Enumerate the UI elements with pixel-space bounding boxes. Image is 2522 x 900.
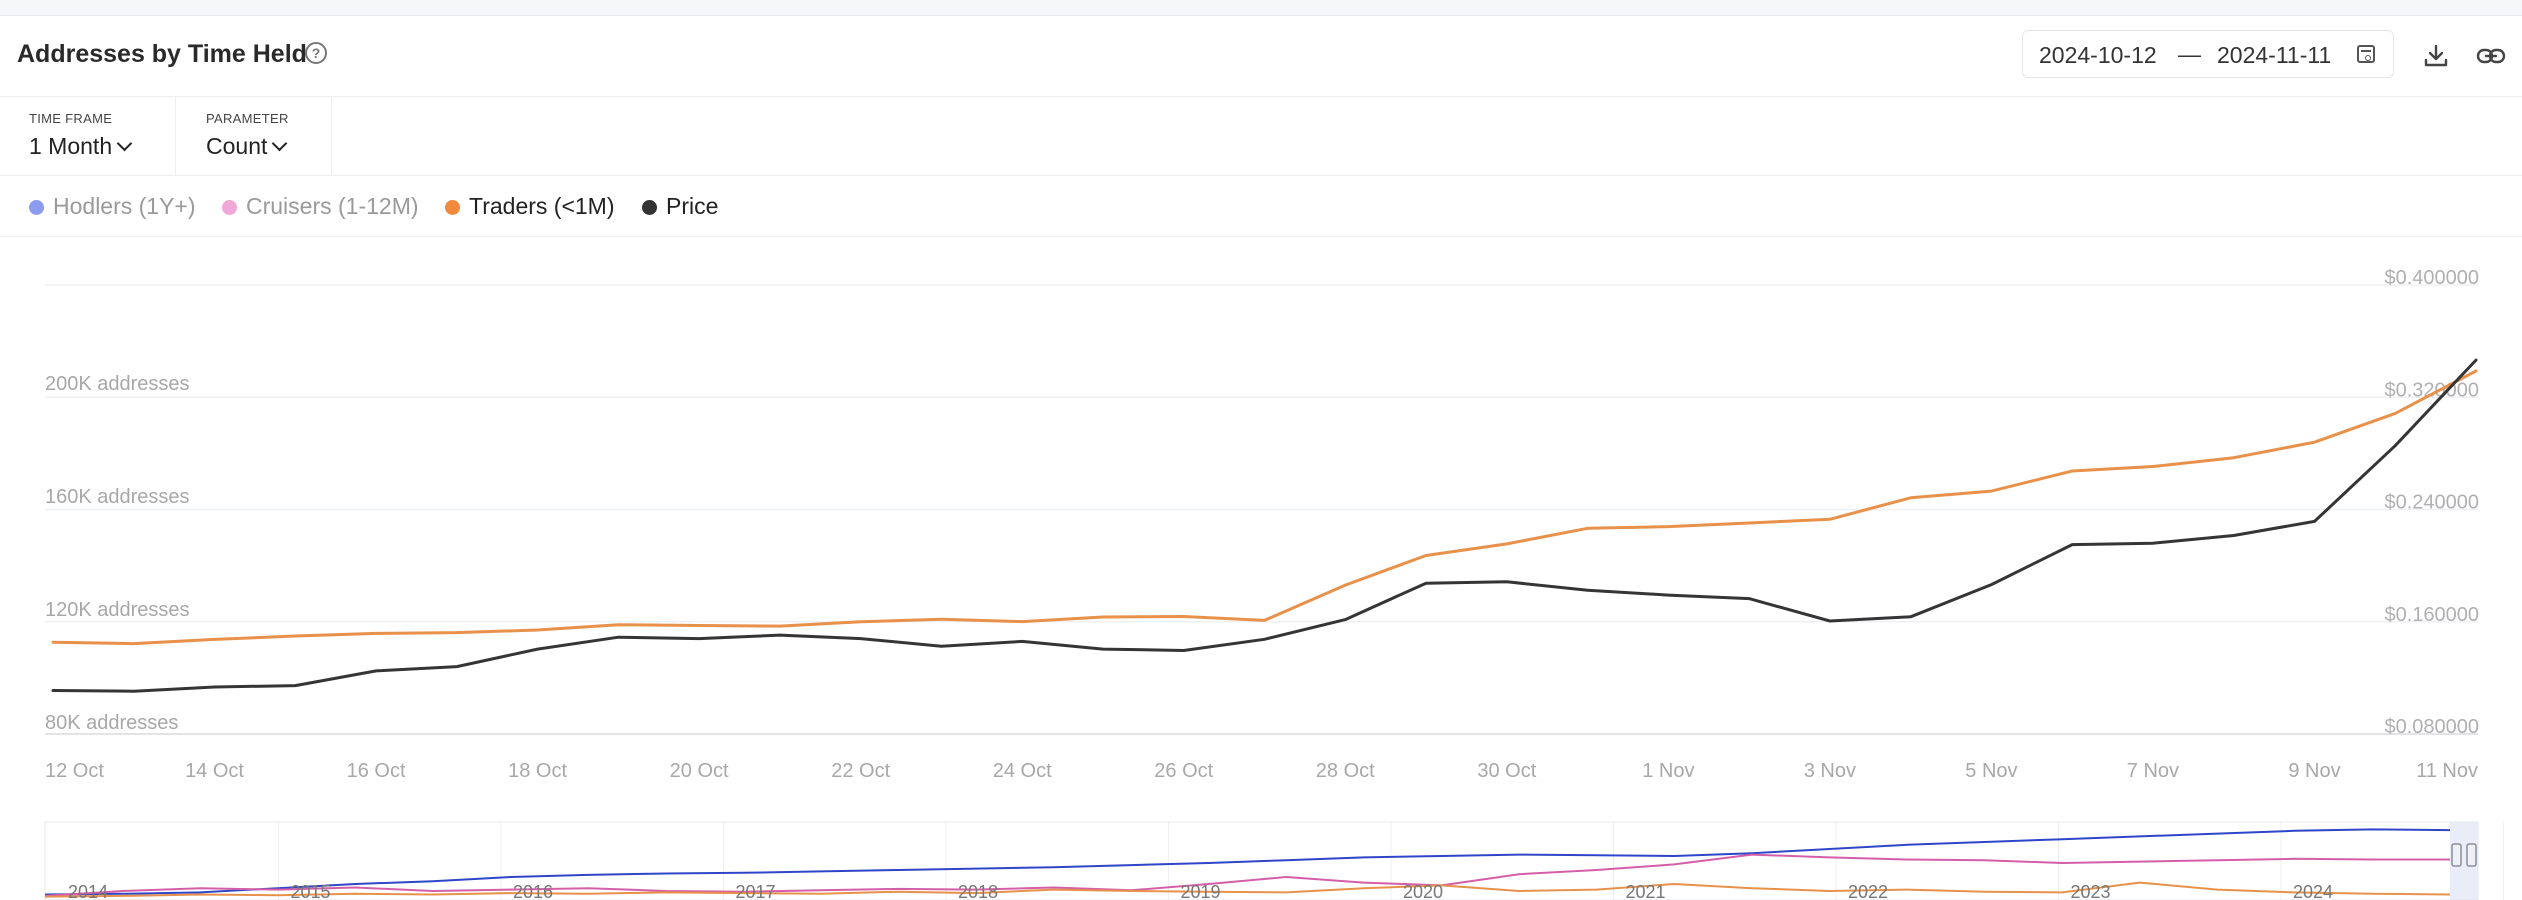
legend-dot-traders — [445, 200, 460, 215]
link-icon[interactable] — [2476, 43, 2506, 69]
y-right-tick-label: $0.240000 — [2384, 492, 2479, 514]
chart-legend: Hodlers (1Y+) Cruisers (1-12M) Traders (… — [0, 176, 2522, 237]
navigator-year-label: 2020 — [1403, 882, 1443, 900]
y-left-tick-label: 120K addresses — [45, 599, 190, 621]
parameter-control[interactable]: PARAMETER Count — [176, 97, 332, 175]
navigator-year-label: 2022 — [1848, 882, 1888, 900]
x-tick-label: 24 Oct — [993, 760, 1052, 782]
x-tick-label: 5 Nov — [1965, 760, 2017, 782]
y-left-tick-label: 160K addresses — [45, 486, 190, 508]
legend-item-cruisers[interactable]: Cruisers (1-12M) — [222, 193, 419, 220]
x-tick-label: 28 Oct — [1316, 760, 1375, 782]
chart-header — [0, 16, 2522, 97]
x-tick-label: 22 Oct — [831, 760, 890, 782]
legend-dot-hodlers — [29, 200, 44, 215]
navigator-handle-right[interactable] — [2466, 843, 2477, 867]
y-right-tick-label: $0.320000 — [2384, 379, 2479, 401]
x-tick-label: 1 Nov — [1642, 760, 1694, 782]
help-icon[interactable]: ? — [305, 42, 327, 64]
download-icon[interactable] — [2423, 43, 2449, 69]
x-tick-label: 3 Nov — [1804, 760, 1856, 782]
chevron-down-icon — [272, 135, 288, 152]
x-tick-label: 11 Nov — [2416, 760, 2478, 782]
legend-label-hodlers: Hodlers (1Y+) — [53, 193, 196, 219]
navigator-handle-left[interactable] — [2451, 843, 2462, 867]
x-tick-label: 7 Nov — [2127, 760, 2179, 782]
page-title: Addresses by Time Held — [17, 40, 307, 68]
date-start[interactable]: 2024-10-12 — [2039, 42, 2157, 68]
x-tick-label: 20 Oct — [670, 760, 729, 782]
time-frame-label: TIME FRAME — [29, 111, 113, 126]
navigator-year-label: 2019 — [1181, 882, 1221, 900]
x-tick-label: 26 Oct — [1154, 760, 1213, 782]
navigator-year-label: 2014 — [68, 882, 108, 900]
navigator-series-line — [44, 881, 2451, 898]
legend-item-price[interactable]: Price — [642, 193, 718, 220]
navigator-year-label: 2017 — [736, 882, 776, 900]
main-chart[interactable]: 80K addresses 120K addresses 160K addresse… — [0, 237, 2522, 807]
y-right-tick-label: $0.400000 — [2384, 267, 2479, 289]
time-frame-value: 1 Month — [29, 133, 113, 159]
legend-label-traders: Traders (<1M) — [469, 193, 615, 219]
x-tick-label: 9 Nov — [2288, 760, 2340, 782]
controls-bar: TIME FRAME 1 Month PARAMETER Count — [0, 97, 2522, 176]
navigator-year-label: 2016 — [513, 882, 553, 900]
time-frame-dropdown[interactable]: 1 Month — [29, 133, 133, 160]
legend-dot-cruisers — [222, 200, 237, 215]
y-left-tick-label: 80K addresses — [45, 712, 178, 734]
time-frame-control[interactable]: TIME FRAME 1 Month — [0, 97, 176, 175]
navigator-year-label: 2023 — [2071, 882, 2111, 900]
y-left-tick-label: 200K addresses — [45, 373, 190, 395]
navigator-year-label: 2015 — [291, 882, 331, 900]
legend-item-traders[interactable]: Traders (<1M) — [445, 193, 614, 220]
navigator-year-label: 2018 — [958, 882, 998, 900]
x-tick-label: 30 Oct — [1477, 760, 1536, 782]
x-tick-label: 18 Oct — [508, 760, 567, 782]
navigator-series-line — [44, 853, 2450, 897]
y-right-tick-label: $0.080000 — [2384, 716, 2479, 738]
x-tick-label: 14 Oct — [185, 760, 244, 782]
navigator-year-label: 2024 — [2293, 882, 2333, 900]
legend-label-cruisers: Cruisers (1-12M) — [246, 193, 419, 219]
y-right-tick-label: $0.160000 — [2384, 604, 2479, 626]
parameter-value: Count — [206, 133, 268, 159]
top-strip — [0, 0, 2522, 16]
navigator-chart[interactable]: 2014 2015 2016 2017 2018 2019 2020 2021 2022 2023… — [0, 818, 2522, 900]
x-tick-label: 12 Oct — [45, 760, 104, 782]
calendar-icon[interactable] — [2357, 45, 2375, 63]
legend-item-hodlers[interactable]: Hodlers (1Y+) — [29, 193, 196, 220]
parameter-label: PARAMETER — [206, 111, 289, 126]
navigator-year-label: 2021 — [1626, 882, 1666, 900]
date-range-picker[interactable]: 2024-10-12 — 2024-11-11 — [2022, 30, 2394, 78]
legend-dot-price — [642, 200, 657, 215]
chevron-down-icon — [116, 135, 133, 152]
date-end[interactable]: 2024-11-11 — [2217, 42, 2332, 68]
x-tick-label: 16 Oct — [347, 760, 406, 782]
navigator-series-line — [44, 828, 2451, 896]
date-separator: — — [2178, 41, 2201, 67]
legend-label-price: Price — [666, 193, 719, 219]
series-line-traders[interactable] — [51, 369, 2478, 646]
parameter-dropdown[interactable]: Count — [206, 133, 288, 160]
series-line-price[interactable] — [51, 358, 2478, 693]
